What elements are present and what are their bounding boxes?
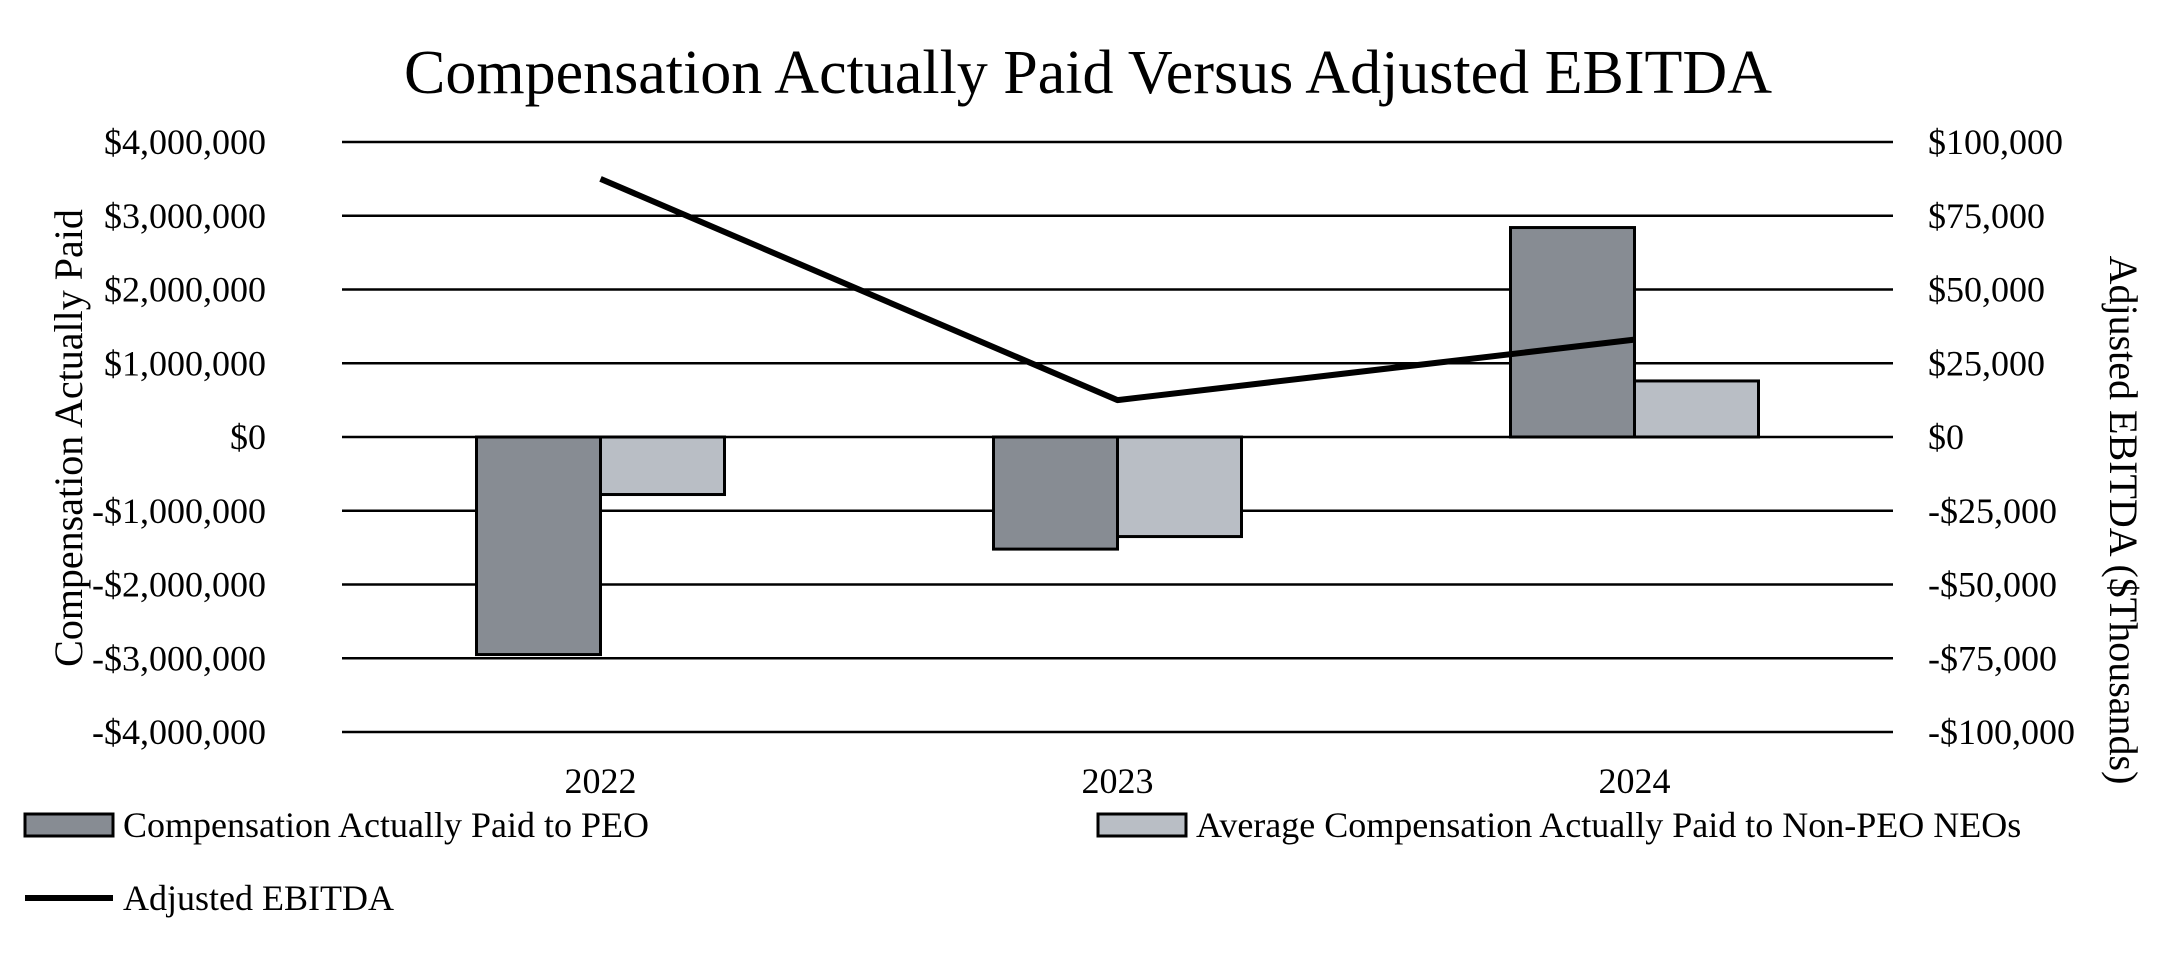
legend-label: Average Compensation Actually Paid to No… bbox=[1196, 805, 2021, 845]
y-tick-label: $2,000,000 bbox=[104, 270, 266, 310]
legend-swatch bbox=[1096, 812, 1188, 838]
bar bbox=[1633, 379, 1760, 439]
y-tick-label: -$3,000,000 bbox=[92, 638, 266, 678]
y2-tick-label: $0 bbox=[1928, 417, 1964, 457]
y-tick-label: -$2,000,000 bbox=[92, 565, 266, 605]
series-line bbox=[599, 176, 1635, 404]
bar bbox=[475, 435, 602, 657]
y2-axis-title: Adjusted EBITDA ($Thousands) bbox=[2101, 256, 2146, 785]
tick-labels: $4,000,000 $100,000 $3,000,000 $75,000 $2,00… bbox=[92, 122, 2075, 801]
legend: Compensation Actually Paid to PEO Average… bbox=[23, 805, 2021, 918]
line-series bbox=[599, 176, 1635, 404]
y2-tick-label: $75,000 bbox=[1928, 196, 2045, 236]
y2-tick-label: -$100,000 bbox=[1928, 712, 2075, 752]
y2-tick-label: $50,000 bbox=[1928, 270, 2045, 310]
y-tick-label: $3,000,000 bbox=[104, 196, 266, 236]
y-tick-label: -$4,000,000 bbox=[92, 712, 266, 752]
y-tick-label: $0 bbox=[230, 417, 266, 457]
bar bbox=[992, 435, 1119, 551]
y-tick-label: -$1,000,000 bbox=[92, 491, 266, 531]
bar bbox=[599, 435, 726, 497]
chart-title: Compensation Actually Paid Versus Adjust… bbox=[404, 39, 1772, 107]
y2-tick-label: $25,000 bbox=[1928, 343, 2045, 383]
y2-tick-label: -$75,000 bbox=[1928, 638, 2057, 678]
y2-tick-label: -$25,000 bbox=[1928, 491, 2057, 531]
y-axis-title: Compensation Actually Paid bbox=[46, 209, 91, 667]
x-tick-label: 2023 bbox=[1082, 761, 1154, 801]
y2-tick-label: $100,000 bbox=[1928, 122, 2063, 162]
y-tick-label: $1,000,000 bbox=[104, 343, 266, 383]
x-tick-label: 2024 bbox=[1599, 761, 1671, 801]
legend-label: Compensation Actually Paid to PEO bbox=[123, 805, 649, 845]
bars bbox=[475, 226, 1760, 657]
y-tick-label: $4,000,000 bbox=[104, 122, 266, 162]
legend-swatch bbox=[23, 812, 115, 838]
x-tick-label: 2022 bbox=[565, 761, 637, 801]
y2-tick-label: -$50,000 bbox=[1928, 565, 2057, 605]
legend-label: Adjusted EBITDA bbox=[123, 878, 394, 918]
bar bbox=[1509, 226, 1636, 439]
bar bbox=[1116, 435, 1243, 539]
